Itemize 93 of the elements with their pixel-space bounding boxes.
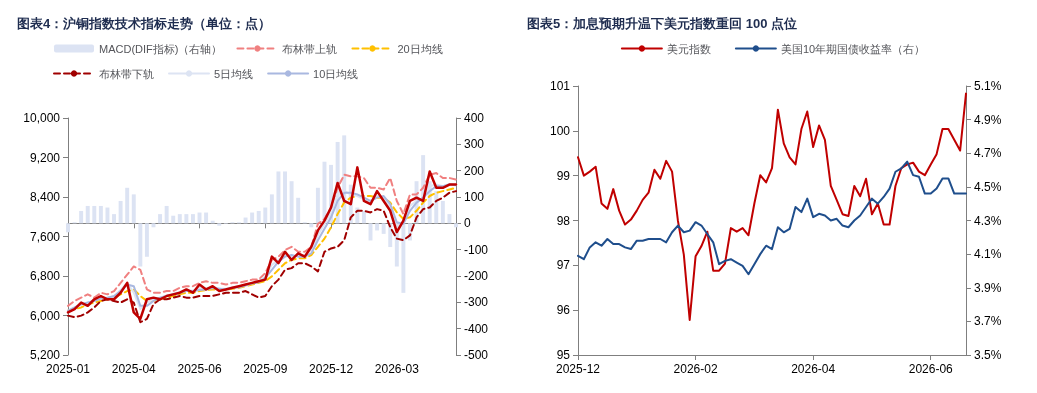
y2-tick-label: -100 <box>464 242 489 257</box>
x-tick-label: 2025-12 <box>309 362 354 376</box>
y2-tick-label: -500 <box>464 348 489 362</box>
y2-tick-label: 3.7% <box>974 314 1002 329</box>
bar <box>138 223 143 267</box>
chart-title: 图表4：沪铜指数技术指标走势（单位：点） <box>17 16 272 31</box>
y-tick-label: 5,200 <box>29 348 61 362</box>
y-tick-label: 100 <box>549 123 571 138</box>
y-tick-label: 96 <box>556 303 571 318</box>
bar <box>440 200 445 224</box>
y2-tick-label: 0 <box>464 216 471 231</box>
y2-tick-label: 200 <box>464 163 485 178</box>
legend-label: MACD(DIF指标)（右轴） <box>99 42 223 55</box>
y-tick-label: 7,600 <box>29 229 61 244</box>
y2-tick-label: 4.9% <box>974 112 1002 127</box>
bar <box>190 214 195 224</box>
line-series <box>577 92 967 322</box>
y2-tick-label: 4.1% <box>974 247 1002 262</box>
y2-tick-label: 400 <box>464 111 485 125</box>
y2-tick-label: 300 <box>464 137 485 152</box>
bar <box>171 215 176 224</box>
x-tick-label: 2026-04 <box>791 362 836 376</box>
bar <box>184 214 189 224</box>
x-tick-label: 2026-02 <box>673 362 718 376</box>
bar <box>164 205 169 224</box>
bar <box>309 223 314 228</box>
x-tick-label: 2026-06 <box>908 362 954 376</box>
y2-tick-label: 4.7% <box>974 146 1002 161</box>
bar <box>256 210 261 224</box>
y-tick-label: 8,400 <box>29 190 61 204</box>
bar <box>447 214 452 224</box>
y2-tick-label: 4.5% <box>974 179 1002 194</box>
bar <box>283 171 287 224</box>
y2-tick-label: -300 <box>464 295 489 310</box>
bar <box>434 191 439 224</box>
legend-label: 10日均线 <box>313 67 359 80</box>
bar <box>276 171 281 224</box>
bar <box>204 212 209 224</box>
bar <box>269 194 274 224</box>
legend-label: 5日均线 <box>214 67 254 80</box>
bar <box>125 187 130 224</box>
bar <box>381 223 386 234</box>
y2-tick-label: 5.1% <box>974 79 1002 93</box>
y2-tick-label: -400 <box>464 321 489 336</box>
bar <box>361 210 366 224</box>
y-tick-label: 9,200 <box>29 150 61 165</box>
bar <box>177 214 182 224</box>
y-tick-label: 6,800 <box>29 269 61 283</box>
y-tick-label: 6,000 <box>29 308 61 323</box>
bar <box>401 223 406 293</box>
bar <box>296 197 301 224</box>
y2-tick-label: 4.3% <box>974 213 1002 228</box>
bar <box>131 194 136 224</box>
bar <box>118 200 123 224</box>
legend-label: 布林带下轨 <box>99 67 154 80</box>
legend-label: 美元指数 <box>666 42 711 55</box>
bar <box>85 205 90 224</box>
y-tick-label: 101 <box>549 79 571 93</box>
line-series <box>577 160 967 276</box>
x-tick-label: 2026-03 <box>374 362 420 376</box>
y-tick-label: 95 <box>556 348 571 362</box>
bar <box>263 207 268 224</box>
y-tick-label: 10,000 <box>23 111 61 125</box>
x-tick-label: 2025-01 <box>45 362 91 376</box>
bar <box>158 214 163 224</box>
y-tick-label: 97 <box>556 258 571 273</box>
y-tick-label: 99 <box>556 168 571 183</box>
bar <box>144 223 149 257</box>
bar <box>92 205 97 224</box>
x-tick-label: 2025-12 <box>555 362 601 376</box>
x-tick-label: 2025-09 <box>243 362 288 376</box>
legend-label: 美国10年期国债收益率（右） <box>780 42 926 55</box>
bar <box>79 210 84 224</box>
bar <box>112 214 117 224</box>
y2-tick-label: 3.9% <box>974 280 1002 295</box>
y-tick-label: 98 <box>556 213 571 228</box>
bar <box>289 181 294 224</box>
bar <box>454 223 458 228</box>
bar <box>98 205 103 224</box>
bar <box>315 187 320 224</box>
bar <box>250 212 255 224</box>
legend-label: 20日均线 <box>397 42 443 55</box>
y2-tick-label: -200 <box>464 269 489 283</box>
bar <box>66 223 70 233</box>
bar <box>105 207 110 224</box>
bar <box>217 223 222 226</box>
chart-title: 图表5：加息预期升温下美元指数重回 100 点位 <box>527 16 798 31</box>
bar <box>375 223 380 231</box>
y2-tick-label: 100 <box>464 190 485 204</box>
legend-label: 布林带上轨 <box>282 42 338 55</box>
x-tick-label: 2025-06 <box>177 362 222 376</box>
y2-tick-label: 3.5% <box>974 348 1002 362</box>
x-tick-label: 2025-04 <box>111 362 157 376</box>
